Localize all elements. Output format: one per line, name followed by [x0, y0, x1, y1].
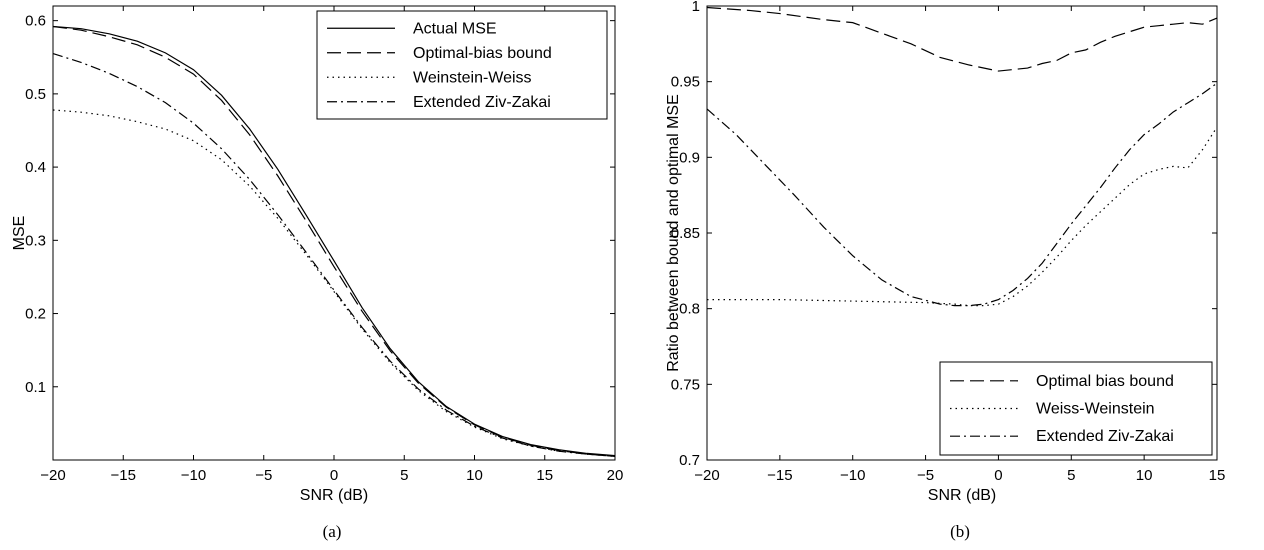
- y-tick-label: 0.4: [25, 159, 46, 176]
- x-tick-label: −5: [255, 467, 272, 484]
- y-tick-label: 0.2: [25, 306, 46, 323]
- x-tick-label: 0: [330, 467, 338, 484]
- legend-entry: Weiss-Weinstein: [1036, 401, 1155, 418]
- x-tick-label: −5: [917, 467, 934, 484]
- y-tick-label: 0.3: [25, 232, 46, 249]
- series-line-actual-mse: [52, 25, 616, 457]
- x-axis-label: SNR (dB): [300, 487, 368, 504]
- y-tick-label: 0.6: [25, 13, 46, 30]
- y-tick-label: 0.9: [679, 149, 700, 166]
- x-tick-label: −10: [181, 467, 206, 484]
- legend-entry: Extended Ziv-Zakai: [1036, 428, 1174, 445]
- series-line-optimal-bias-bound: [706, 6, 1218, 72]
- y-tick-label: 0.95: [671, 74, 700, 91]
- legend-entry: Weinstein-Weiss: [413, 69, 532, 86]
- x-tick-label: 0: [994, 467, 1002, 484]
- x-tick-label: −20: [40, 467, 65, 484]
- x-tick-label: −10: [840, 467, 865, 484]
- x-tick-label: 10: [466, 467, 483, 484]
- legend-entry: Actual MSE: [413, 20, 497, 37]
- x-tick-label: 5: [400, 467, 408, 484]
- figure-caption: (b): [950, 522, 970, 541]
- x-tick-label: 20: [607, 467, 624, 484]
- x-tick-label: −15: [111, 467, 136, 484]
- y-axis-label: Ratio between bound and optimal MSE: [665, 94, 682, 372]
- y-tick-label: 1: [692, 0, 700, 15]
- y-tick-label: 0.75: [671, 376, 700, 393]
- legend-box: [939, 361, 1213, 456]
- x-tick-label: −15: [767, 467, 792, 484]
- x-tick-label: 10: [1136, 467, 1153, 484]
- chart-b: −20 −15 −10 −5 0 5 10 15 0.7 0.75 0.8 0.85 0.9 0.95 1 S…: [665, 0, 1225, 541]
- figure-caption: (a): [323, 522, 342, 541]
- series-line-extended-ziv-zakai: [52, 53, 616, 457]
- y-tick-label: 0.7: [679, 452, 700, 469]
- y-tick-label: 0.8: [679, 301, 700, 318]
- y-tick-label: 0.85: [671, 225, 700, 242]
- y-axis-label: MSE: [11, 216, 28, 251]
- legend: Optimal bias bound Weiss-Weinstein Extende…: [939, 361, 1213, 456]
- series-line-weinstein-weiss: [52, 109, 616, 457]
- x-tick-label: 15: [536, 467, 553, 484]
- chart-a: −20 −15 −10 −5 0 5 10 15 20 0.1 0.2 0.3 0.4 0.5 0.6 SNR…: [11, 5, 624, 541]
- x-axis-label: SNR (dB): [928, 487, 996, 504]
- legend-box: [316, 10, 608, 120]
- series-line-weiss-weinstein: [707, 126, 1218, 307]
- legend-entry: Optimal bias bound: [1036, 373, 1174, 390]
- y-tick-label: 0.1: [25, 379, 46, 396]
- x-tick-label: 5: [1067, 467, 1075, 484]
- x-tick-label: −20: [694, 467, 719, 484]
- series-line-extended-ziv-zakai: [706, 82, 1218, 307]
- series-line-optimal-bias-bound: [52, 25, 616, 457]
- legend-entry: Extended Ziv-Zakai: [413, 94, 551, 111]
- y-tick-label: 0.5: [25, 86, 46, 103]
- legend-entry: Optimal-bias bound: [413, 45, 552, 62]
- legend: Actual MSE Optimal-bias bound Weinstein-We…: [316, 10, 608, 120]
- x-tick-label: 15: [1209, 467, 1226, 484]
